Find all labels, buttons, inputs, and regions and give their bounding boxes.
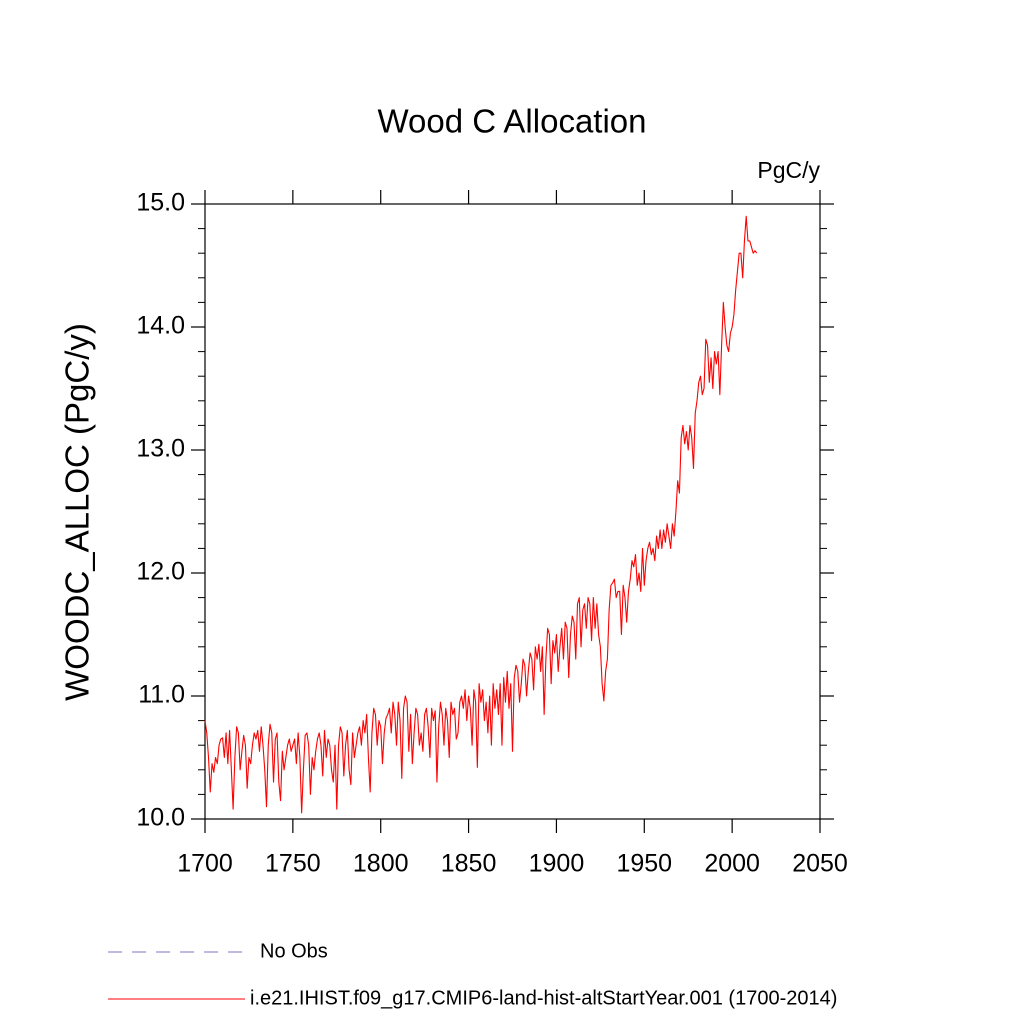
unit-label: PgC/y [757, 157, 820, 183]
y-tick-label: 12.0 [136, 558, 185, 586]
y-tick-label: 14.0 [136, 312, 185, 340]
x-tick-label: 1800 [353, 850, 409, 878]
x-tick-label: 1900 [529, 850, 585, 878]
y-tick-label: 15.0 [136, 189, 185, 217]
data-line [204, 215, 758, 814]
y-tick-label: 13.0 [136, 435, 185, 463]
y-tick-label: 10.0 [136, 804, 185, 832]
chart-title: Wood C Allocation [377, 103, 646, 140]
x-tick-label: 2000 [704, 850, 760, 878]
x-tick-label: 1700 [177, 850, 233, 878]
legend-label: No Obs [260, 940, 328, 962]
y-axis-label: WOODC_ALLOC (PgC/y) [59, 323, 96, 701]
y-tick-label: 11.0 [138, 681, 185, 709]
x-tick-label: 1750 [265, 850, 321, 878]
x-tick-label: 1950 [616, 850, 672, 878]
x-tick-label: 1850 [441, 850, 497, 878]
plot-frame [204, 203, 821, 820]
x-tick-label: 2050 [792, 850, 848, 878]
legend-label: i.e21.IHIST.f09_g17.CMIP6-land-hist-altS… [250, 987, 837, 1009]
